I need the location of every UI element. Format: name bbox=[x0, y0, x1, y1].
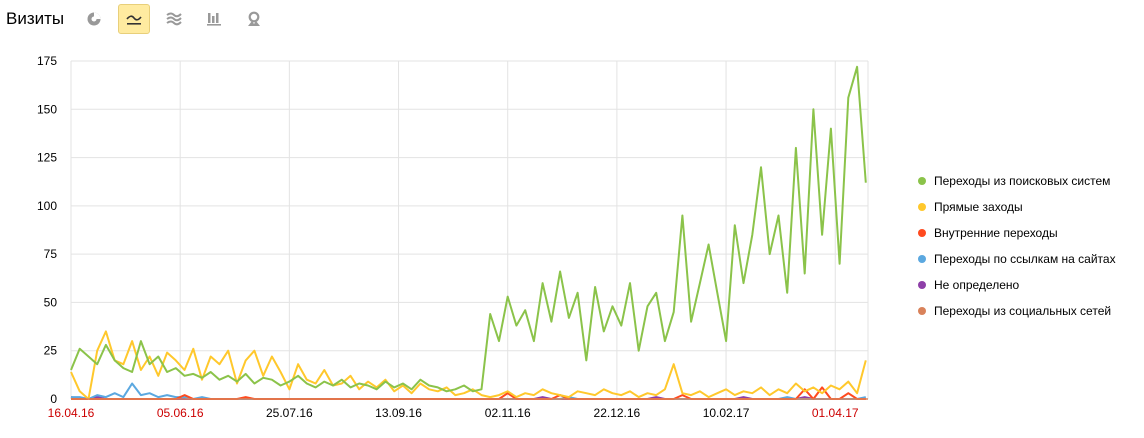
area-chart-icon bbox=[166, 12, 182, 26]
x-tick-label: 13.09.16 bbox=[375, 406, 422, 420]
legend-label: Переходы по ссылкам на сайтах bbox=[934, 252, 1116, 266]
y-tick-label: 150 bbox=[37, 102, 57, 116]
y-tick-label: 175 bbox=[37, 54, 57, 68]
y-tick-label: 100 bbox=[37, 199, 57, 213]
grid bbox=[70, 60, 869, 400]
report-header: Визиты bbox=[6, 4, 278, 34]
x-tick-label: 22.12.16 bbox=[594, 406, 641, 420]
y-tick-label: 25 bbox=[44, 344, 58, 358]
pie-chart-button[interactable] bbox=[78, 4, 110, 34]
legend-label: Прямые заходы bbox=[934, 200, 1023, 214]
legend-item[interactable]: Не определено bbox=[918, 272, 1116, 298]
page-title: Визиты bbox=[6, 9, 65, 28]
series-lines bbox=[70, 65, 867, 400]
map-button[interactable] bbox=[238, 4, 270, 34]
legend-item[interactable]: Переходы по ссылкам на сайтах bbox=[918, 246, 1116, 272]
y-tick-label: 50 bbox=[44, 295, 58, 309]
legend-label: Внутренние переходы bbox=[934, 226, 1058, 240]
y-tick-label: 0 bbox=[50, 392, 57, 406]
legend-item[interactable]: Переходы из поисковых систем bbox=[918, 168, 1116, 194]
legend-dot-icon bbox=[918, 177, 926, 185]
legend-dot-icon bbox=[918, 255, 926, 263]
x-tick-label: 01.04.17 bbox=[812, 406, 859, 420]
x-tick-label: 10.02.17 bbox=[703, 406, 750, 420]
legend-label: Переходы из социальных сетей bbox=[934, 304, 1112, 318]
legend-item[interactable]: Внутренние переходы bbox=[918, 220, 1116, 246]
bar-chart-button[interactable] bbox=[198, 4, 230, 34]
y-tick-label: 125 bbox=[37, 151, 57, 165]
line-chart-button[interactable] bbox=[118, 4, 151, 34]
x-tick-label: 05.06.16 bbox=[157, 406, 204, 420]
x-tick-label: 02.11.16 bbox=[485, 406, 531, 420]
x-tick-label: 25.07.16 bbox=[266, 406, 313, 420]
y-tick-label: 75 bbox=[44, 247, 58, 261]
legend-dot-icon bbox=[918, 229, 926, 237]
x-tick-label: 16.04.16 bbox=[48, 406, 95, 420]
area-chart-button[interactable] bbox=[158, 4, 190, 34]
legend-dot-icon bbox=[918, 281, 926, 289]
legend: Переходы из поисковых систем Прямые заход… bbox=[918, 168, 1116, 324]
pie-chart-icon bbox=[87, 12, 101, 26]
legend-dot-icon bbox=[918, 203, 926, 211]
legend-item[interactable]: Прямые заходы bbox=[918, 194, 1116, 220]
legend-item[interactable]: Переходы из социальных сетей bbox=[918, 298, 1116, 324]
legend-label: Переходы из поисковых систем bbox=[934, 174, 1111, 188]
legend-dot-icon bbox=[918, 307, 926, 315]
axes: 0 25 50 75 100 125 150 175 16.04.16 05.06.16 25.07… bbox=[37, 54, 868, 420]
series-line bbox=[70, 65, 867, 393]
bar-chart-icon bbox=[207, 13, 222, 26]
legend-label: Не определено bbox=[934, 278, 1020, 292]
map-icon bbox=[248, 11, 261, 26]
line-chart-icon bbox=[126, 15, 142, 25]
